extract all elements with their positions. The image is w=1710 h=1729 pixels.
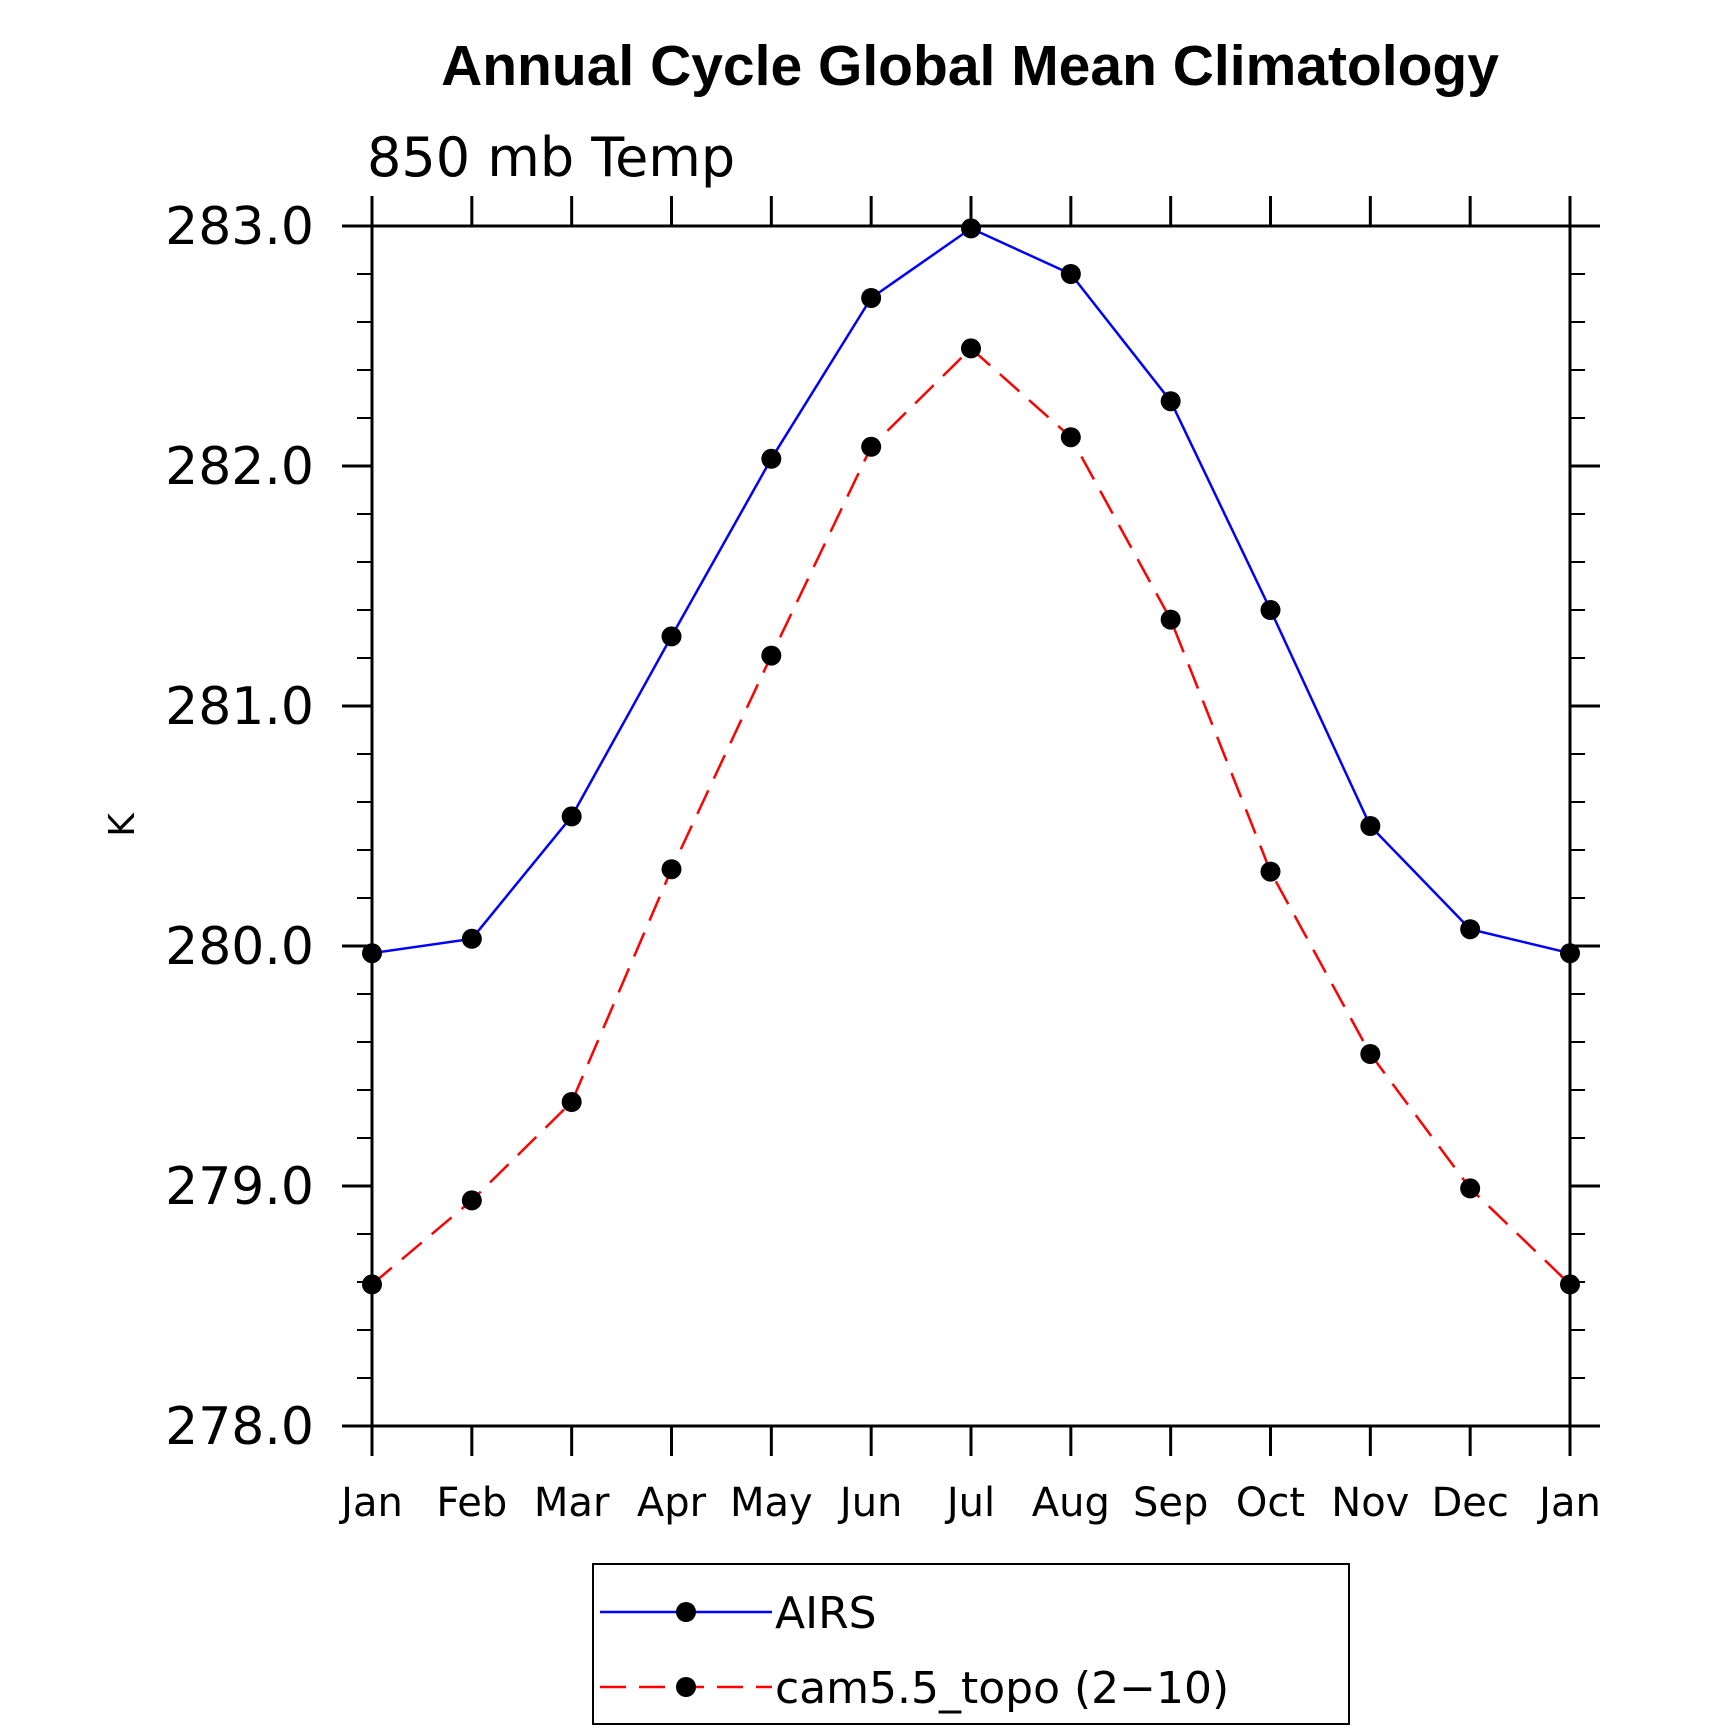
y-tick-label: 282.0 [165, 437, 314, 497]
series-0-point [561, 806, 582, 827]
y-axis-label: K [102, 812, 143, 837]
series-0-point [1060, 264, 1081, 284]
x-tick-label: Jan [338, 1480, 403, 1526]
y-tick-label: 278.0 [165, 1397, 314, 1457]
legend-box [592, 1563, 1350, 1725]
series-0-point [1460, 919, 1481, 940]
series-1-point [561, 1092, 582, 1112]
legend-label-0: AIRS [775, 1588, 877, 1639]
axes: 278.0 279.0 280.0 281.0 282.0 283.0 Jan Feb Mar A… [165, 196, 1601, 1526]
x-tick-label: May [730, 1480, 813, 1526]
x-tick-label: Dec [1431, 1480, 1508, 1526]
series-1-point [461, 1190, 482, 1211]
series-0-point [961, 218, 981, 239]
series-0-point [1560, 943, 1580, 964]
series-0-point [1260, 600, 1281, 620]
series-0-point [362, 943, 382, 964]
x-tick-label: Feb [436, 1480, 507, 1526]
x-tick-label: Nov [1331, 1480, 1409, 1526]
chart-title: Annual Cycle Global Mean Climatology [441, 34, 1499, 98]
series-1-point [761, 645, 782, 666]
series-group [362, 218, 1580, 1295]
series-1-point [961, 338, 981, 359]
series-1-point [362, 1274, 382, 1295]
series-0-point [761, 448, 782, 469]
series-1-point [861, 436, 882, 457]
chart-subtitle: 850 mb Temp [367, 126, 735, 189]
series-0-point [461, 928, 482, 949]
series-1-point [1060, 427, 1081, 448]
plot-frame [370, 224, 1572, 1428]
series-1-point [1460, 1178, 1481, 1199]
y-tick-label: 279.0 [165, 1157, 314, 1217]
x-tick-label: Jun [837, 1480, 903, 1526]
y-tick-label: 283.0 [165, 197, 314, 257]
x-tick-label: Jul [944, 1480, 995, 1526]
series-0-point [861, 288, 882, 308]
series-0-point [661, 626, 682, 647]
series-1-point [1260, 861, 1281, 882]
series-1-point [1160, 609, 1181, 630]
series-line-1 [371, 346, 1571, 1286]
y-tick-label: 281.0 [165, 677, 314, 737]
x-tick-label: Jan [1536, 1480, 1601, 1526]
x-tick-label: Mar [534, 1480, 610, 1526]
legend-label-1: cam5.5_topo (2−10) [775, 1663, 1229, 1714]
x-tick-label: Oct [1236, 1480, 1305, 1526]
series-1-point [1360, 1044, 1381, 1064]
legend-marker-0 [676, 1602, 696, 1622]
series-1-point [1560, 1274, 1580, 1295]
legend-marker-1 [676, 1677, 696, 1697]
y-tick-label: 280.0 [165, 917, 314, 977]
legend: AIRS cam5.5_topo (2−10) [600, 1588, 1229, 1714]
series-line-0 [371, 226, 1571, 955]
series-1-point [661, 859, 682, 880]
series-0-point [1160, 391, 1181, 412]
x-tick-label: Sep [1133, 1480, 1208, 1526]
x-tick-label: Aug [1032, 1480, 1110, 1526]
series-0-point [1360, 816, 1381, 836]
x-tick-label: Apr [637, 1480, 707, 1526]
